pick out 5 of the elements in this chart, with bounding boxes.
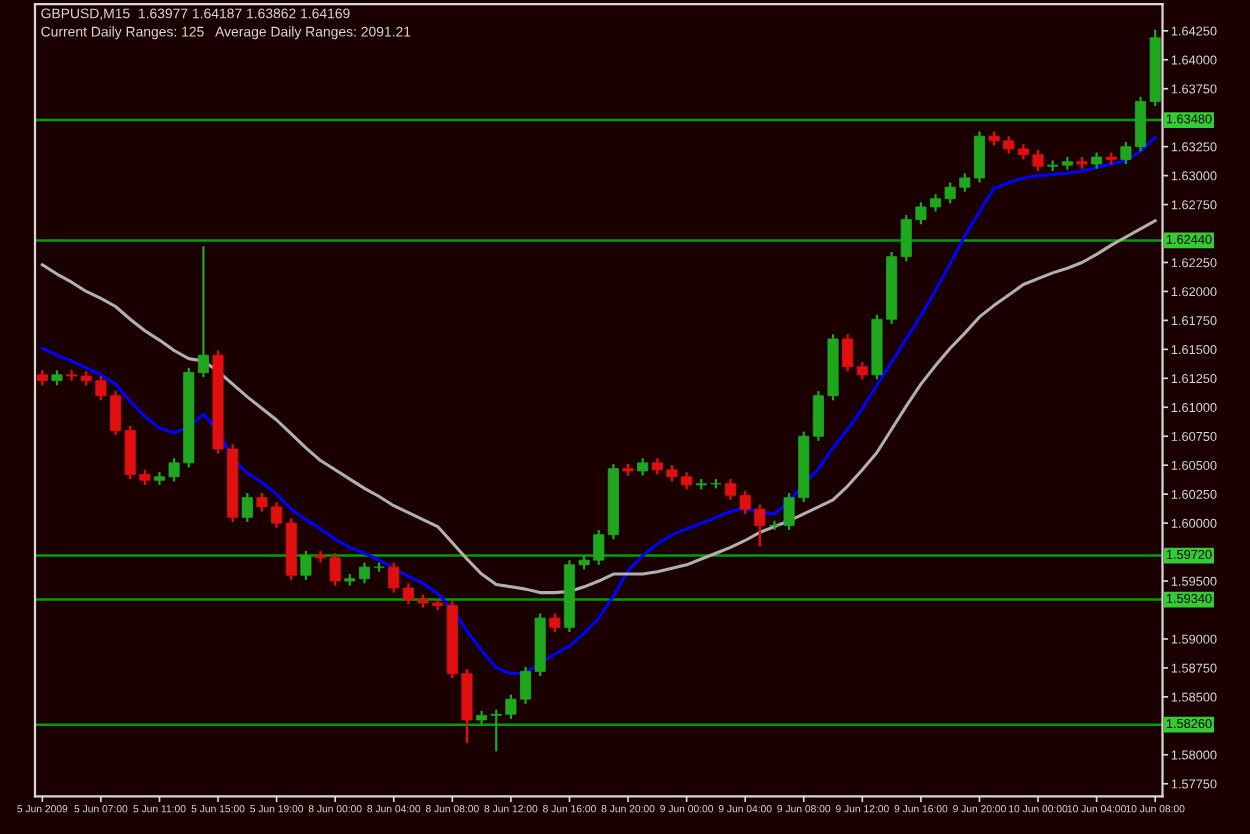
- candlestick: [241, 491, 253, 524]
- line-series: [40, 219, 1157, 595]
- candlestick: [549, 612, 561, 634]
- candlestick: [842, 333, 854, 373]
- candlestick: [300, 549, 312, 581]
